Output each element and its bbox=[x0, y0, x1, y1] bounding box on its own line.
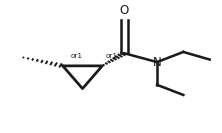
Text: O: O bbox=[119, 4, 129, 16]
Text: N: N bbox=[153, 56, 161, 69]
Text: or1: or1 bbox=[70, 53, 82, 59]
Text: or1: or1 bbox=[105, 53, 117, 59]
